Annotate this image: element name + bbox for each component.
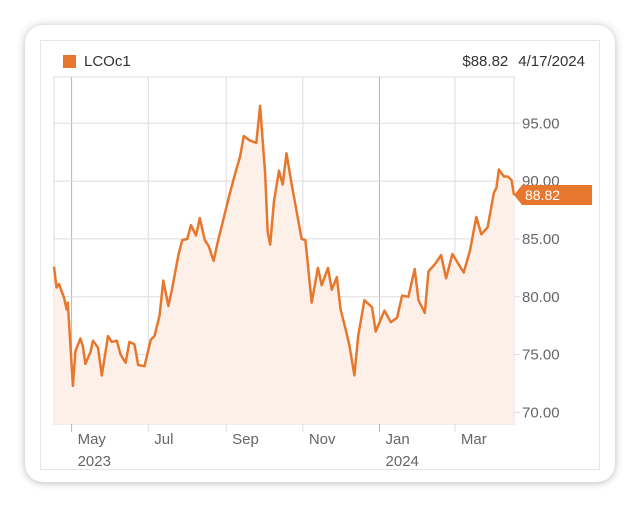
price-flag-label: 88.82: [525, 187, 560, 203]
x-tick-label: Sep: [232, 431, 259, 448]
x-axis-ticks: May Jul Sep Nov Jan Mar 2023 2024: [78, 431, 487, 470]
x-tick-label: Jan: [386, 431, 410, 448]
quote-header: $88.82 4/17/2024: [462, 51, 585, 71]
y-tick-label: 85.00: [522, 231, 560, 248]
legend-label: LCOc1: [84, 52, 131, 70]
x-tick-label: May: [78, 431, 107, 448]
quote-date: 4/17/2024: [518, 52, 585, 70]
year-label: 2024: [386, 453, 419, 470]
y-tick-label: 80.00: [522, 289, 560, 306]
x-tick-label: Mar: [461, 431, 487, 448]
price-flag-shape: [514, 184, 592, 205]
price-line[interactable]: [52, 104, 516, 388]
y-tick-label: 70.00: [522, 404, 560, 421]
y-tick-label: 95.00: [522, 115, 560, 132]
last-price-flag: 88.82: [514, 184, 592, 205]
x-tick-label: Nov: [309, 431, 336, 448]
last-price: $88.82: [462, 52, 509, 70]
legend-swatch: [63, 54, 76, 68]
price-area-fill: [54, 105, 514, 425]
legend[interactable]: LCOc1: [63, 51, 131, 71]
x-tick-label: Jul: [154, 431, 173, 448]
year-label: 2023: [78, 453, 111, 470]
y-tick-label: 75.00: [522, 347, 560, 364]
